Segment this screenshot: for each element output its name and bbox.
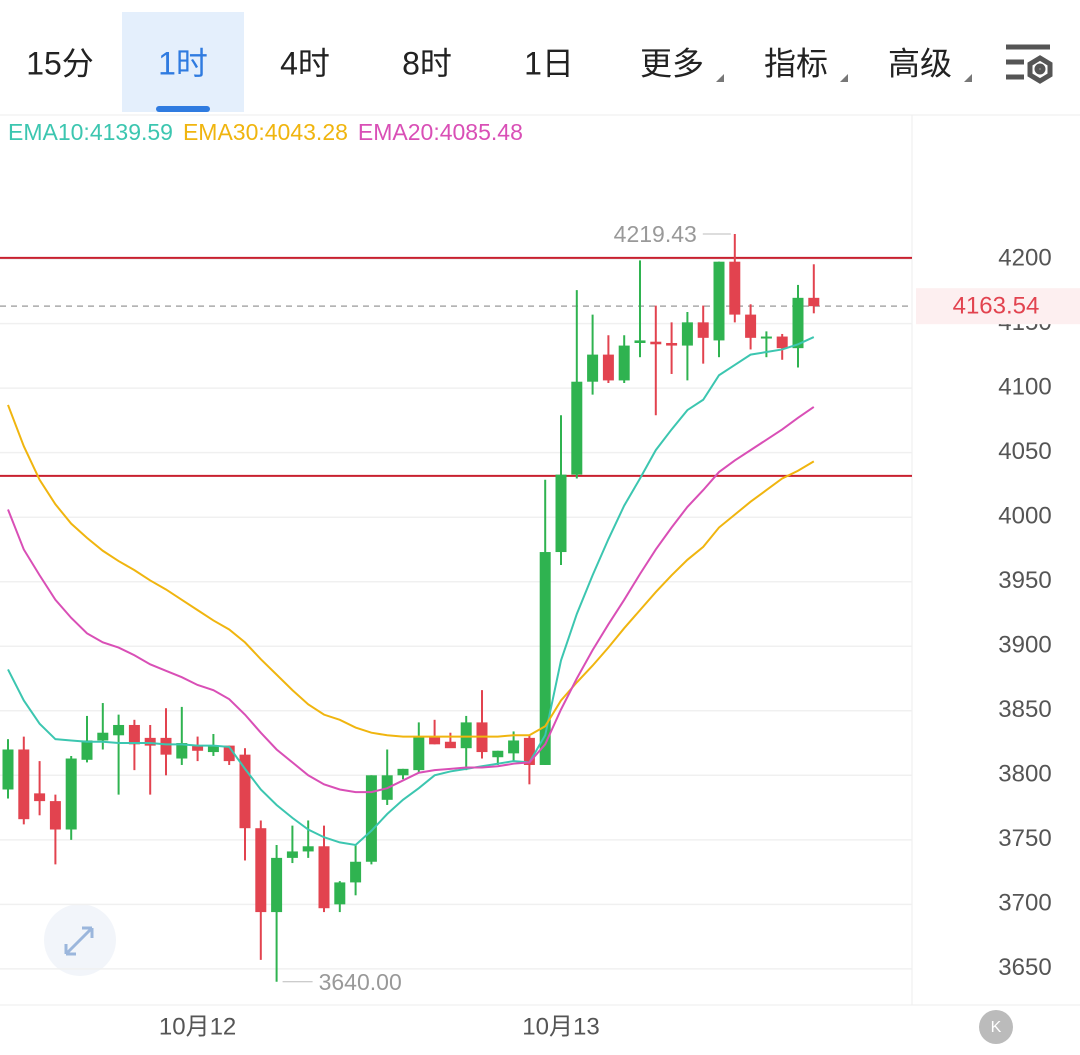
tab[interactable]: 8时 (402, 45, 452, 81)
candle-body (334, 882, 346, 905)
candle-body (97, 732, 109, 741)
tab-indicator (156, 106, 210, 112)
y-tick-label: 3800 (998, 761, 1051, 788)
candle-body (571, 381, 583, 475)
candle-body (318, 846, 330, 909)
candle-body (429, 736, 441, 745)
dropdown-arrow (716, 74, 724, 82)
candle-body (618, 345, 630, 381)
candle-body (776, 336, 788, 349)
candle-body (2, 749, 14, 790)
candle-body (729, 261, 741, 315)
candle-body (555, 474, 567, 553)
candle-body (713, 261, 725, 341)
candle-body (413, 736, 425, 771)
x-tick-label: 10月12 (159, 1013, 236, 1040)
annotation-label: 4219.43 (614, 221, 697, 247)
candle-body (808, 297, 820, 307)
tab[interactable]: 1日 (524, 45, 574, 81)
candle-body (365, 775, 377, 862)
tab[interactable]: 更多 (640, 45, 704, 81)
candle-body (444, 741, 456, 749)
candle-body (113, 724, 125, 736)
ema-line (7, 406, 815, 794)
y-tick-label: 3700 (998, 890, 1051, 917)
scroll-end-button[interactable] (979, 1010, 1013, 1044)
ema-line (7, 336, 815, 847)
y-tick-label: 3900 (998, 632, 1051, 659)
candle-body (34, 793, 46, 802)
candle-body (792, 297, 804, 349)
candle-body (239, 754, 251, 829)
candle-body (18, 749, 30, 820)
candle-body (286, 851, 298, 858)
legend-entry: EMA10:4139.59 (8, 119, 173, 145)
settings-icon[interactable] (1006, 44, 1053, 84)
candle-body (176, 743, 188, 759)
last-price-box (916, 288, 1080, 325)
legend-entry: EMA20:4085.48 (358, 119, 523, 145)
candle-body (271, 857, 283, 913)
tab[interactable]: 1时 (158, 45, 208, 81)
candle-body (492, 750, 504, 758)
candle-body (223, 745, 235, 762)
candle-body (207, 745, 219, 753)
tab-selected-bg (122, 12, 244, 112)
dropdown-arrow (840, 74, 848, 82)
tab[interactable]: 指标 (764, 45, 828, 81)
candle-body (302, 846, 314, 852)
expand-icon (64, 926, 94, 956)
candle-body (760, 336, 772, 339)
candle-body (128, 724, 140, 745)
scroll-end-icon: K (991, 1019, 1002, 1036)
y-tick-label: 4100 (998, 374, 1051, 401)
y-tick-label: 3750 (998, 825, 1051, 852)
candle-body (745, 314, 757, 338)
candle-body (160, 737, 172, 755)
candle-body (666, 342, 678, 346)
candle-body (587, 354, 599, 382)
candle-body (192, 745, 204, 751)
y-tick-label: 4200 (998, 244, 1051, 271)
candle-body (350, 861, 362, 883)
candle-body (634, 340, 646, 343)
candle-body (681, 322, 693, 346)
candle-body (81, 740, 93, 760)
y-tick-label: 4050 (998, 438, 1051, 465)
y-tick-label: 3650 (998, 954, 1051, 981)
ema-line (7, 404, 815, 738)
tab[interactable]: 4时 (280, 45, 330, 81)
candle-body (255, 828, 267, 913)
x-tick-label: 10月13 (522, 1013, 599, 1040)
candle-body (397, 768, 409, 776)
y-tick-label: 3950 (998, 567, 1051, 594)
candle-body (508, 740, 520, 754)
candle-body (697, 322, 709, 338)
candle-body (49, 801, 61, 830)
tab[interactable]: 15分 (26, 45, 94, 81)
y-tick-label: 4000 (998, 503, 1051, 530)
annotation-label: 3640.00 (319, 969, 402, 995)
candle-body (602, 354, 614, 381)
candle-body (460, 722, 472, 749)
legend-entry: EMA30:4043.28 (183, 119, 348, 145)
y-tick-label: 3850 (998, 696, 1051, 723)
tab[interactable]: 高级 (888, 45, 952, 81)
last-price-label: 4163.54 (953, 293, 1040, 320)
candle-body (650, 341, 662, 345)
candle-body (144, 737, 156, 746)
candle-body (65, 758, 77, 830)
candle-body (539, 552, 551, 765)
dropdown-arrow (964, 74, 972, 82)
candle-body (523, 737, 535, 765)
